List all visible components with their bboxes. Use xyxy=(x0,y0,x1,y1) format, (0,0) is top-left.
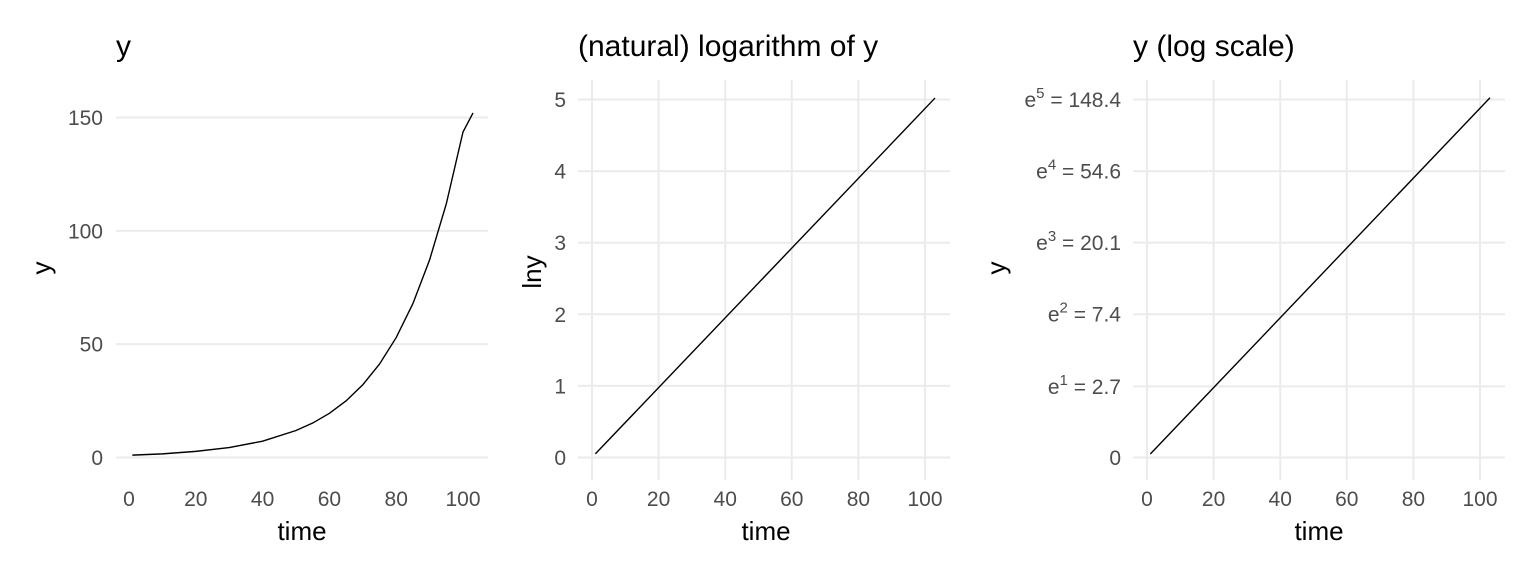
y-tick-label: e3 = 20.1 xyxy=(1036,228,1121,255)
series-line xyxy=(132,112,474,456)
x-tick-label: 40 xyxy=(1269,488,1292,511)
grid xyxy=(116,116,488,459)
y-tick-label: e5 = 148.4 xyxy=(1024,85,1121,112)
y-tick-label: 5 xyxy=(554,89,566,112)
y-tick-label: 150 xyxy=(68,107,103,130)
panel-title: y (log scale) xyxy=(1133,30,1295,63)
x-axis-title: time xyxy=(741,516,790,546)
x-tick-label: 100 xyxy=(445,488,480,511)
x-tick-label: 20 xyxy=(184,488,207,511)
y-tick-label: 1 xyxy=(554,375,566,398)
y-tick-label: 0 xyxy=(554,447,566,470)
panel-3: y (log scale) 0 20 40 60 80 100 0 e1 = 2.7 e2 = 7… xyxy=(981,30,1505,546)
y-axis-title: lny xyxy=(517,255,547,288)
y-tick-label: 3 xyxy=(554,232,566,255)
panel-title: (natural) logarithm of y xyxy=(578,30,878,63)
x-tick-label: 20 xyxy=(1202,488,1225,511)
x-tick-label: 100 xyxy=(907,488,942,511)
y-tick-label: e4 = 54.6 xyxy=(1036,157,1121,184)
grid xyxy=(1133,80,1505,480)
panel-title: y xyxy=(116,30,131,63)
series-line xyxy=(1149,97,1491,455)
y-axis-title: y xyxy=(981,262,1011,275)
x-axis-title: time xyxy=(277,516,326,546)
x-tick-label: 60 xyxy=(1335,488,1358,511)
x-tick-label: 60 xyxy=(780,488,803,511)
y-tick-label: 0 xyxy=(91,447,103,470)
x-tick-label: 0 xyxy=(123,488,135,511)
x-tick-label: 40 xyxy=(251,488,274,511)
x-tick-label: 80 xyxy=(385,488,408,511)
x-axis-title: time xyxy=(1294,516,1343,546)
panel-2: (natural) logarithm of y 0 20 40 60 80 100 0 1 2 3… xyxy=(517,30,950,546)
y-tick-label: 0 xyxy=(1109,447,1121,470)
y-tick-label: 2 xyxy=(554,304,566,327)
y-tick-label: 4 xyxy=(554,161,566,184)
y-tick-label: 100 xyxy=(68,220,103,243)
x-tick-label: 100 xyxy=(1462,488,1497,511)
x-tick-label: 0 xyxy=(586,488,598,511)
x-tick-label: 80 xyxy=(1402,488,1425,511)
x-tick-label: 40 xyxy=(714,488,737,511)
y-tick-label: e1 = 2.7 xyxy=(1048,372,1121,399)
grid xyxy=(578,80,950,480)
panel-1: y 0 20 40 60 80 100 0 50 100 150 time y xyxy=(26,30,488,546)
series-line xyxy=(594,97,936,455)
y-axis-title: y xyxy=(26,262,56,275)
y-tick-label: e2 = 7.4 xyxy=(1048,300,1121,327)
y-tick-label: 50 xyxy=(80,334,103,357)
x-tick-label: 80 xyxy=(847,488,870,511)
x-tick-label: 0 xyxy=(1141,488,1153,511)
x-tick-label: 60 xyxy=(318,488,341,511)
x-tick-label: 20 xyxy=(647,488,670,511)
